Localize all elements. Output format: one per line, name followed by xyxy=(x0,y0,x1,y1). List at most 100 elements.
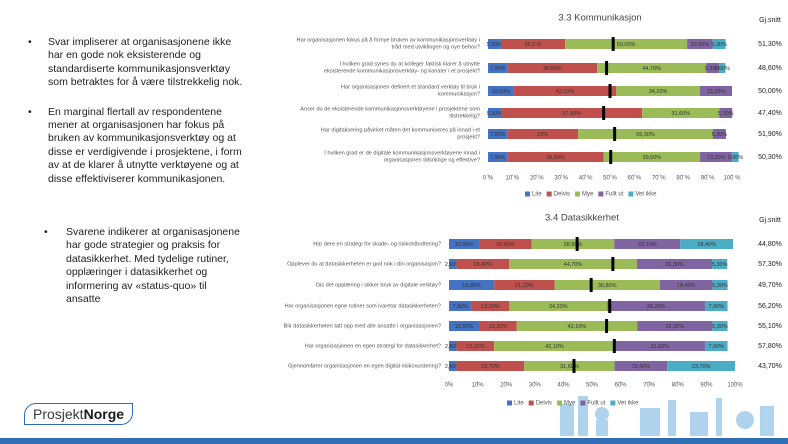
bar-segment xyxy=(719,63,726,73)
value-label: 39,50% xyxy=(643,155,662,161)
value-label: 18,40% xyxy=(677,283,696,289)
value-label: 23,70% xyxy=(692,364,711,370)
x-tick-label: 70% xyxy=(643,383,656,389)
x-tick-label: 70 % xyxy=(652,176,666,182)
bar-segment xyxy=(509,301,608,311)
value-label: 26,30% xyxy=(665,324,684,330)
value-label: 7,90% xyxy=(708,344,724,350)
average-marker xyxy=(605,61,609,75)
value-label: 31,60% xyxy=(560,364,579,370)
x-tick-label: 20% xyxy=(500,383,513,389)
legend-label: Fullt ut xyxy=(587,401,605,407)
value-label: 18,40% xyxy=(697,242,716,248)
value-label: 2,60% xyxy=(445,364,461,370)
bullet-list: Svar impliserer at organisasjonene ikke … xyxy=(28,36,243,323)
value-label: 18,40% xyxy=(496,242,515,248)
decoration xyxy=(560,396,774,436)
bar-segment xyxy=(636,259,713,269)
bar-segment xyxy=(516,321,638,331)
chart-title: 3.3 Kommunikasjon xyxy=(558,13,641,24)
x-tick-label: 80% xyxy=(672,383,685,389)
bar-segment xyxy=(488,63,508,73)
bar-segment xyxy=(471,301,510,311)
value-label: 42,10% xyxy=(568,324,587,330)
bar-segment xyxy=(488,108,501,118)
legend-label: Lite xyxy=(514,401,524,407)
logo-text: Norge xyxy=(83,406,125,422)
average-label: 43,70% xyxy=(758,363,782,370)
bar-segment xyxy=(507,63,598,73)
legend-swatch xyxy=(546,191,552,197)
value-label: 18,40% xyxy=(473,262,492,268)
bar-segment xyxy=(479,239,532,249)
category-label: Gjennomfører organisasjonen en egen digi… xyxy=(288,363,441,369)
average-label: 47,40% xyxy=(758,110,782,117)
bar-segment xyxy=(700,152,733,162)
bar-segment xyxy=(712,129,726,139)
average-marker xyxy=(611,37,615,51)
x-tick-label: 100% xyxy=(727,383,743,389)
bar-segment xyxy=(699,86,732,96)
x-tick-label: 0% xyxy=(445,383,454,389)
average-marker xyxy=(613,127,617,141)
average-marker xyxy=(612,339,616,353)
bar-segment xyxy=(500,39,566,49)
bar-segment xyxy=(449,280,495,290)
x-tick-label: 60 % xyxy=(628,176,642,182)
value-label: 2,60% xyxy=(445,262,461,268)
legend-label: Vet ikke xyxy=(617,401,639,407)
logo: ProsjektNorge xyxy=(24,403,134,425)
average-label: 57,30% xyxy=(758,261,782,268)
averages-title: Gj.snitt xyxy=(759,17,781,24)
average-marker xyxy=(575,237,579,251)
value-label: 13,20% xyxy=(489,324,508,330)
legend-swatch xyxy=(557,400,563,406)
bar-segment xyxy=(712,321,728,331)
bar-segment xyxy=(712,259,728,269)
bar-segment xyxy=(642,108,720,118)
value-label: 44,70% xyxy=(642,66,661,72)
category-label: Opplever du at datasikkerheten er god no… xyxy=(287,261,441,267)
bar-segment xyxy=(578,129,713,139)
bar-segment xyxy=(603,152,701,162)
category-label: Blir datasikkerheten tatt opp med alle a… xyxy=(284,323,441,329)
value-label: 31,60% xyxy=(650,344,669,350)
bar-segment xyxy=(565,39,688,49)
bar-segment xyxy=(732,152,739,162)
value-label: 55,30% xyxy=(636,132,655,138)
value-label: 7,90% xyxy=(490,132,506,138)
average-marker xyxy=(608,84,612,98)
bar-segment xyxy=(488,39,501,49)
value-label: 10,50% xyxy=(491,89,510,95)
legend-swatch xyxy=(610,400,616,406)
average-marker xyxy=(589,278,593,292)
bar-segment xyxy=(500,108,643,118)
bar-segment xyxy=(488,129,508,139)
legend-label: Mye xyxy=(564,401,576,407)
average-label: 51,30% xyxy=(758,41,782,48)
value-label: 50,00% xyxy=(617,42,636,48)
x-tick-label: 90 % xyxy=(701,176,715,182)
bar-segment xyxy=(456,361,525,371)
x-tick-label: 30 % xyxy=(554,176,568,182)
legend-swatch xyxy=(575,191,581,197)
value-label: 5,30% xyxy=(487,42,503,48)
bar-segment xyxy=(456,259,510,269)
bar-segment xyxy=(659,280,713,290)
bar-segment xyxy=(637,321,713,331)
average-label: 55,10% xyxy=(758,323,782,330)
average-label: 44,80% xyxy=(758,241,782,248)
x-tick-label: 40% xyxy=(557,383,570,389)
value-label: 5,30% xyxy=(705,66,721,72)
value-label: 5,30% xyxy=(712,262,728,268)
x-tick-label: 20 % xyxy=(530,176,544,182)
value-label: 28,90% xyxy=(564,242,583,248)
bar-segment xyxy=(494,280,555,290)
bar-segment xyxy=(507,129,579,139)
bar-segment xyxy=(712,39,726,49)
value-label: 7,90% xyxy=(490,155,506,161)
legend-label: Lite xyxy=(532,192,542,198)
legend-label: Delvis xyxy=(536,401,552,407)
